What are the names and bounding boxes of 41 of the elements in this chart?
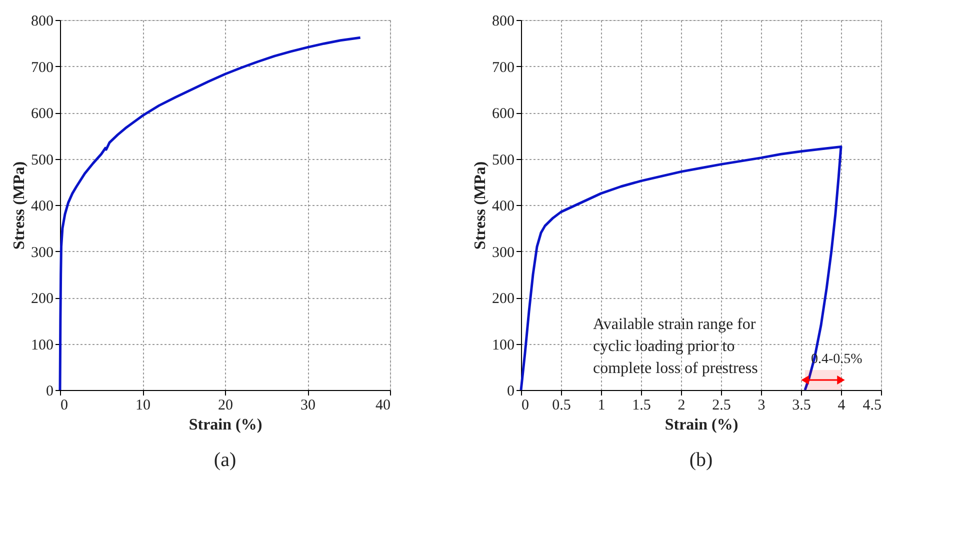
y-tick-label: 700 <box>31 60 54 76</box>
x-tick-label: 1.5 <box>632 398 651 414</box>
y-tick-label: 800 <box>31 14 54 30</box>
y-tick-label: 0 <box>507 384 514 400</box>
x-tick-label: 2.5 <box>712 398 731 414</box>
y-tick-label: 500 <box>492 152 514 168</box>
y-tick-label: 200 <box>31 291 54 307</box>
x-tick-label: 40 <box>376 398 390 414</box>
x-tick-label: 3.5 <box>792 398 811 414</box>
y-axis-title: Stress (MPa) <box>472 161 489 250</box>
y-tick-label: 400 <box>492 198 514 214</box>
x-axis-title: Strain (%) <box>188 416 262 434</box>
y-axis-title: Stress (MPa) <box>11 161 28 250</box>
x-tick-label: 0 <box>522 398 529 414</box>
y-tick-label: 700 <box>492 60 514 76</box>
y-tick-label: 200 <box>492 291 514 307</box>
y-tick-label: 300 <box>31 244 54 261</box>
text: (a) <box>214 449 236 471</box>
y-tick-label: 0 <box>46 384 54 400</box>
y-tick-label: 600 <box>31 106 54 122</box>
x-tick-label: 0 <box>60 398 68 414</box>
y-tick-label: 600 <box>492 106 514 122</box>
x-tick-label: 2 <box>678 398 686 414</box>
text: (b) <box>689 449 713 471</box>
x-axis-title: Strain (%) <box>664 416 738 434</box>
x-tick-label: 3 <box>758 398 766 414</box>
x-tick-label: 4 <box>838 398 846 414</box>
y-tick-label: 100 <box>492 337 514 354</box>
x-tick-label: 4.5 <box>862 398 882 414</box>
y-tick-label: 500 <box>31 152 54 168</box>
y-tick-label: 400 <box>31 198 54 214</box>
x-tick-label: 0.5 <box>552 398 571 414</box>
y-tick-label: 100 <box>31 337 54 354</box>
line-series <box>58 36 362 392</box>
y-tick-label: 300 <box>492 244 514 261</box>
x-tick-label: 10 <box>136 398 150 414</box>
annotation: Available strain range for cyclic loading prior to complete loss of prestress <box>593 316 758 377</box>
x-tick-label: 30 <box>300 398 316 414</box>
x-tick-label: 1 <box>598 398 606 414</box>
y-tick-label: 800 <box>492 14 514 30</box>
x-tick-label: 20 <box>218 398 233 414</box>
